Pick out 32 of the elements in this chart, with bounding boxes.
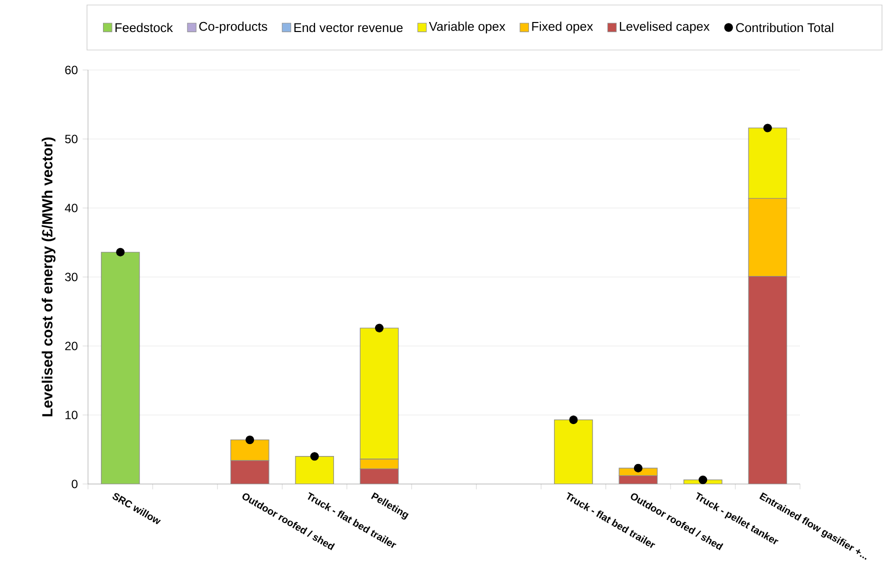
bar	[748, 128, 788, 199]
point	[246, 436, 254, 444]
legend-label: Levelised capex	[620, 22, 710, 34]
y-tick-label: 10	[66, 410, 78, 420]
y-tick-label: 40	[64, 204, 78, 212]
point	[310, 452, 319, 461]
bar	[230, 460, 270, 484]
legend-label: End vector revenue	[294, 22, 403, 32]
point	[698, 476, 708, 484]
bar	[100, 252, 140, 484]
bar	[554, 419, 593, 484]
bar	[360, 458, 399, 470]
y-tick-label: 0	[72, 480, 78, 488]
point	[569, 416, 578, 424]
point	[375, 324, 384, 332]
legend-label: Co-products	[199, 22, 268, 34]
y-tick-label: 50	[65, 134, 78, 144]
point	[763, 124, 772, 132]
legend-label: Fixed opex	[532, 22, 593, 34]
y-tick-label: 30	[65, 272, 78, 282]
legend-label: Variable opex	[429, 22, 506, 34]
point	[116, 248, 125, 256]
legend-label: Contribution Total	[736, 22, 834, 32]
legend-label: Feedstock	[116, 22, 173, 32]
bar	[295, 456, 334, 484]
y-axis-title: Levelised cost of energy (£/MWh vector)	[42, 138, 56, 416]
bar	[360, 468, 399, 484]
bar	[748, 276, 788, 484]
point	[634, 464, 642, 472]
bar	[360, 328, 399, 460]
y-tick-label: 60	[65, 66, 78, 74]
y-tick-label: 20	[65, 342, 78, 350]
